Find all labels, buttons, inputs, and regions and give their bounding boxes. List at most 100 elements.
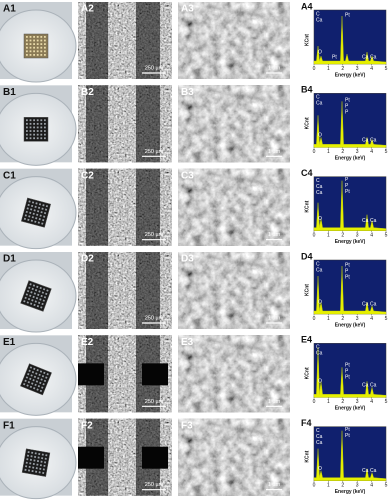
- y-axis-title: KCnt: [304, 367, 310, 379]
- scaffold-pore: [25, 461, 28, 464]
- scaffold-pore: [45, 454, 48, 457]
- x-tick-label: 4: [370, 399, 373, 405]
- scaffold-pore: [36, 36, 39, 38]
- scaffold-pore: [34, 205, 37, 208]
- scaffold-pore: [36, 463, 39, 466]
- x-tick-label: 2: [341, 232, 344, 238]
- scaffold-pore: [29, 126, 32, 129]
- x-tick-label: 3: [356, 482, 359, 488]
- sem-pore: [78, 363, 104, 386]
- scale-bar-label: 1 µm: [268, 232, 281, 238]
- scaffold-pore: [40, 130, 43, 132]
- sem-texture: [178, 335, 290, 413]
- scaffold-pore: [38, 290, 41, 293]
- scaffold-pore: [25, 293, 29, 296]
- scaffold-pore: [26, 36, 28, 38]
- scale-bar-label: 250 µm: [145, 65, 164, 71]
- scaffold-pore: [33, 46, 35, 49]
- eds-plot-area: [313, 93, 387, 148]
- scaffold-pore: [46, 289, 49, 292]
- peak-label: Pt: [345, 433, 350, 439]
- scaffold-pore: [33, 54, 35, 56]
- scaffold-body: [20, 363, 52, 396]
- peak-label: P: [345, 177, 349, 183]
- peak-label: Ca: [316, 101, 323, 107]
- scaffold-pore: [29, 36, 32, 38]
- scaffold-pore: [38, 301, 41, 304]
- scaffold-pore: [39, 298, 42, 301]
- scaffold-pore: [29, 458, 32, 461]
- peak-label: O: [318, 466, 322, 472]
- scaffold-pore: [36, 119, 39, 122]
- sem-texture: [178, 168, 290, 246]
- scaffold-pore: [39, 464, 42, 467]
- scaffold-pore: [40, 378, 43, 381]
- scale-bar-label: 1 µm: [268, 399, 281, 405]
- scaffold-pore: [31, 287, 34, 291]
- eds-spectrum: [313, 347, 387, 398]
- scaffold-pore: [40, 119, 43, 122]
- scaffold-pore: [36, 388, 39, 391]
- scaffold-pore: [42, 288, 46, 291]
- peak-label: Pt: [345, 12, 350, 18]
- scaffold-pore: [33, 387, 36, 390]
- scaffold: [20, 363, 52, 396]
- scaffold-pore: [36, 130, 39, 132]
- peak-label: Ca: [362, 138, 369, 144]
- scaffold-pore: [37, 293, 40, 296]
- scaffold-pore: [31, 204, 34, 208]
- scaffold-pore: [39, 370, 43, 373]
- scaffold-pore: [31, 201, 35, 204]
- panel-label: B4: [301, 85, 313, 95]
- scaffold-pore: [29, 50, 32, 53]
- x-axis-title: Energy (keV): [335, 156, 366, 162]
- scaffold-pore: [40, 306, 43, 309]
- x-tick-label: 2: [341, 316, 344, 322]
- scaffold-pore: [44, 133, 46, 136]
- peak-label: Ca: [370, 138, 377, 144]
- scaffold-pore: [35, 217, 38, 220]
- scaffold-pore: [23, 383, 26, 386]
- scaffold-pore: [38, 203, 42, 206]
- scaffold-pore: [27, 451, 30, 454]
- peak-label: O: [318, 49, 322, 55]
- scaffold-pore: [29, 130, 32, 132]
- x-tick-label: 3: [356, 399, 359, 405]
- x-tick-label: 5: [385, 66, 388, 72]
- scaffold-pore: [26, 301, 29, 304]
- eds-plot-area: [313, 9, 387, 65]
- scaffold-pore: [27, 218, 30, 221]
- scaffold: [20, 197, 52, 228]
- x-tick-label: 2: [341, 149, 344, 155]
- peak-label: Pt: [345, 363, 350, 369]
- peak-label: P: [345, 110, 349, 116]
- scaffold-pore: [28, 215, 31, 218]
- scaffold-pore: [36, 54, 39, 56]
- x-tick-label: 3: [356, 232, 359, 238]
- eds-spectrum: [313, 430, 387, 481]
- peak-label: Pt: [332, 54, 337, 60]
- peak-label: Ca: [370, 468, 377, 474]
- scaffold-pore: [43, 215, 46, 218]
- x-tick-label: 3: [356, 66, 359, 72]
- sem-low-panel: 250 µm B2: [78, 85, 172, 163]
- eds-plot-area: [313, 343, 387, 398]
- sem-pore: [78, 446, 104, 469]
- scaffold-pore: [35, 380, 39, 383]
- scaffold-pore: [36, 213, 39, 216]
- scaffold-pore: [29, 43, 32, 45]
- scaffold-pore: [26, 384, 29, 387]
- scaffold-pore: [33, 137, 35, 140]
- panel-label: E3: [181, 337, 194, 348]
- scale-bar-label: 250 µm: [145, 149, 164, 155]
- scaffold-pore: [28, 200, 31, 203]
- photo-panel: E1: [0, 335, 77, 416]
- scaffold-pore: [41, 207, 44, 210]
- scaffold-pore: [36, 126, 39, 129]
- scaffold-pore: [44, 137, 46, 140]
- peak-label: P: [345, 183, 349, 189]
- scaffold: [21, 448, 51, 477]
- scaffold-pore: [41, 386, 44, 389]
- scaffold-pore: [29, 46, 32, 49]
